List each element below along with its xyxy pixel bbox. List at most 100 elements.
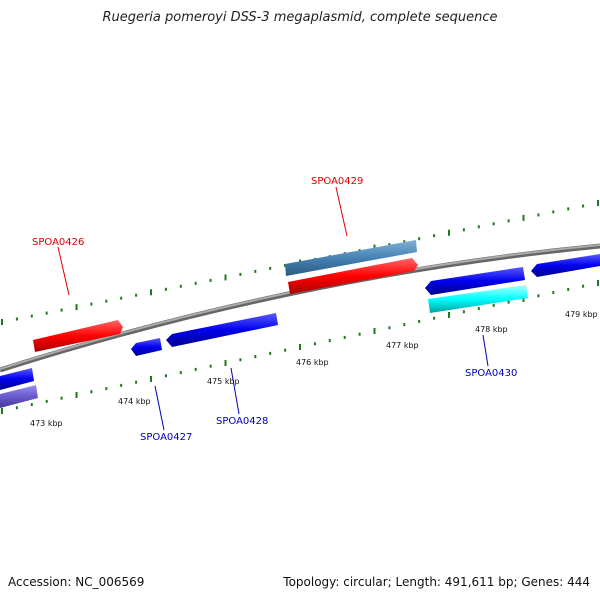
gene-steelblue-arrow[interactable] <box>285 240 417 276</box>
minor-tick <box>507 219 510 223</box>
minor-tick <box>284 348 287 352</box>
minor-tick <box>358 332 361 336</box>
minor-tick <box>239 358 242 362</box>
spoa0426-leader <box>57 246 70 296</box>
major-tick <box>75 392 78 398</box>
minor-tick <box>120 383 123 387</box>
minor-tick <box>507 300 510 304</box>
ruler-label: 475 kbp <box>207 377 240 386</box>
major-tick <box>522 214 525 221</box>
gene-spoa0429-arrow[interactable] <box>288 258 418 294</box>
gene-label-spoa0426[interactable]: SPOA0426 <box>32 237 84 248</box>
minor-tick <box>90 390 93 394</box>
minor-tick <box>403 240 406 244</box>
gene-left-edge-arrow[interactable] <box>0 368 34 390</box>
minor-tick <box>343 335 346 339</box>
minor-tick <box>194 281 197 285</box>
reverse-tick-row <box>1 280 599 414</box>
minor-tick <box>164 287 167 291</box>
gene-label-spoa0430[interactable]: SPOA0430 <box>465 368 517 379</box>
minor-tick <box>418 237 421 241</box>
major-tick <box>150 376 152 382</box>
minor-tick <box>269 351 272 355</box>
minor-tick <box>15 317 18 321</box>
minor-tick <box>328 339 331 343</box>
minor-tick <box>537 213 540 217</box>
minor-tick <box>492 222 495 226</box>
gene-cyan-arrow[interactable] <box>428 285 528 313</box>
minor-tick <box>477 225 480 229</box>
minor-tick <box>403 323 406 327</box>
minor-tick <box>45 311 48 315</box>
minor-tick <box>567 287 570 291</box>
ruler-label: 474 kbp <box>118 397 151 406</box>
map-title: Ruegeria pomeroyi DSS-3 megaplasmid, com… <box>102 10 498 25</box>
major-tick <box>1 408 3 414</box>
gene-spoa0427-arrow[interactable] <box>131 338 162 356</box>
minor-tick <box>194 367 197 371</box>
minor-tick <box>105 387 108 391</box>
minor-tick <box>60 308 63 312</box>
minor-tick <box>15 406 18 410</box>
major-tick <box>597 200 599 206</box>
minor-tick <box>313 342 316 346</box>
major-tick <box>448 312 450 318</box>
minor-tick <box>179 284 182 288</box>
gene-spoa0426-arrow[interactable] <box>33 320 123 352</box>
minor-tick <box>179 371 182 375</box>
gene-label-spoa0427[interactable]: SPOA0427 <box>140 432 192 443</box>
major-tick <box>1 319 3 325</box>
minor-tick <box>462 228 465 232</box>
minor-tick <box>239 272 242 276</box>
major-tick <box>522 296 525 302</box>
minor-tick <box>433 234 436 238</box>
major-tick <box>448 229 450 236</box>
minor-tick <box>492 303 495 307</box>
minor-tick <box>552 291 555 295</box>
gene-left-edge-slate-arrow[interactable] <box>0 385 38 408</box>
minor-tick <box>433 316 436 320</box>
accession-text: Accession: NC_006569 <box>8 575 145 589</box>
minor-tick <box>567 207 570 211</box>
spoa0428-leader <box>230 367 240 415</box>
gene-spoa0430-arrow[interactable] <box>425 267 525 295</box>
ruler-label: 479 kbp <box>565 310 598 319</box>
gene-label-spoa0428[interactable]: SPOA0428 <box>216 416 268 427</box>
minor-tick <box>90 302 93 306</box>
gene-right-edge-arrow[interactable] <box>531 254 600 277</box>
gene-spoa0428-arrow[interactable] <box>166 313 278 347</box>
major-tick <box>373 244 376 251</box>
minor-tick <box>120 296 123 300</box>
gene-label-spoa0429[interactable]: SPOA0429 <box>311 176 363 187</box>
minor-tick <box>582 204 585 208</box>
spoa0429-leader <box>335 186 348 237</box>
minor-tick <box>30 314 33 318</box>
minor-tick <box>582 284 585 288</box>
minor-tick <box>135 293 138 297</box>
major-tick <box>299 344 301 350</box>
minor-tick <box>552 210 555 214</box>
minor-tick <box>418 319 421 323</box>
minor-tick <box>388 326 391 330</box>
minor-tick <box>388 243 391 247</box>
major-tick <box>373 328 376 334</box>
major-tick <box>224 274 227 281</box>
major-tick <box>224 360 227 366</box>
ruler-label: 477 kbp <box>386 341 419 350</box>
minor-tick <box>254 269 257 273</box>
minor-tick <box>105 299 108 303</box>
minor-tick <box>135 380 138 384</box>
minor-tick <box>284 264 287 267</box>
topology-summary-text: Topology: circular; Length: 491,611 bp; … <box>283 575 590 589</box>
spoa0427-leader <box>154 385 165 431</box>
ruler-label: 478 kbp <box>475 325 508 334</box>
minor-tick <box>30 403 33 407</box>
minor-tick <box>209 278 212 282</box>
minor-tick <box>462 310 465 314</box>
minor-tick <box>269 266 272 270</box>
minor-tick <box>60 396 63 400</box>
ruler-label: 476 kbp <box>296 358 329 367</box>
minor-tick <box>477 307 480 311</box>
minor-tick <box>45 399 48 403</box>
